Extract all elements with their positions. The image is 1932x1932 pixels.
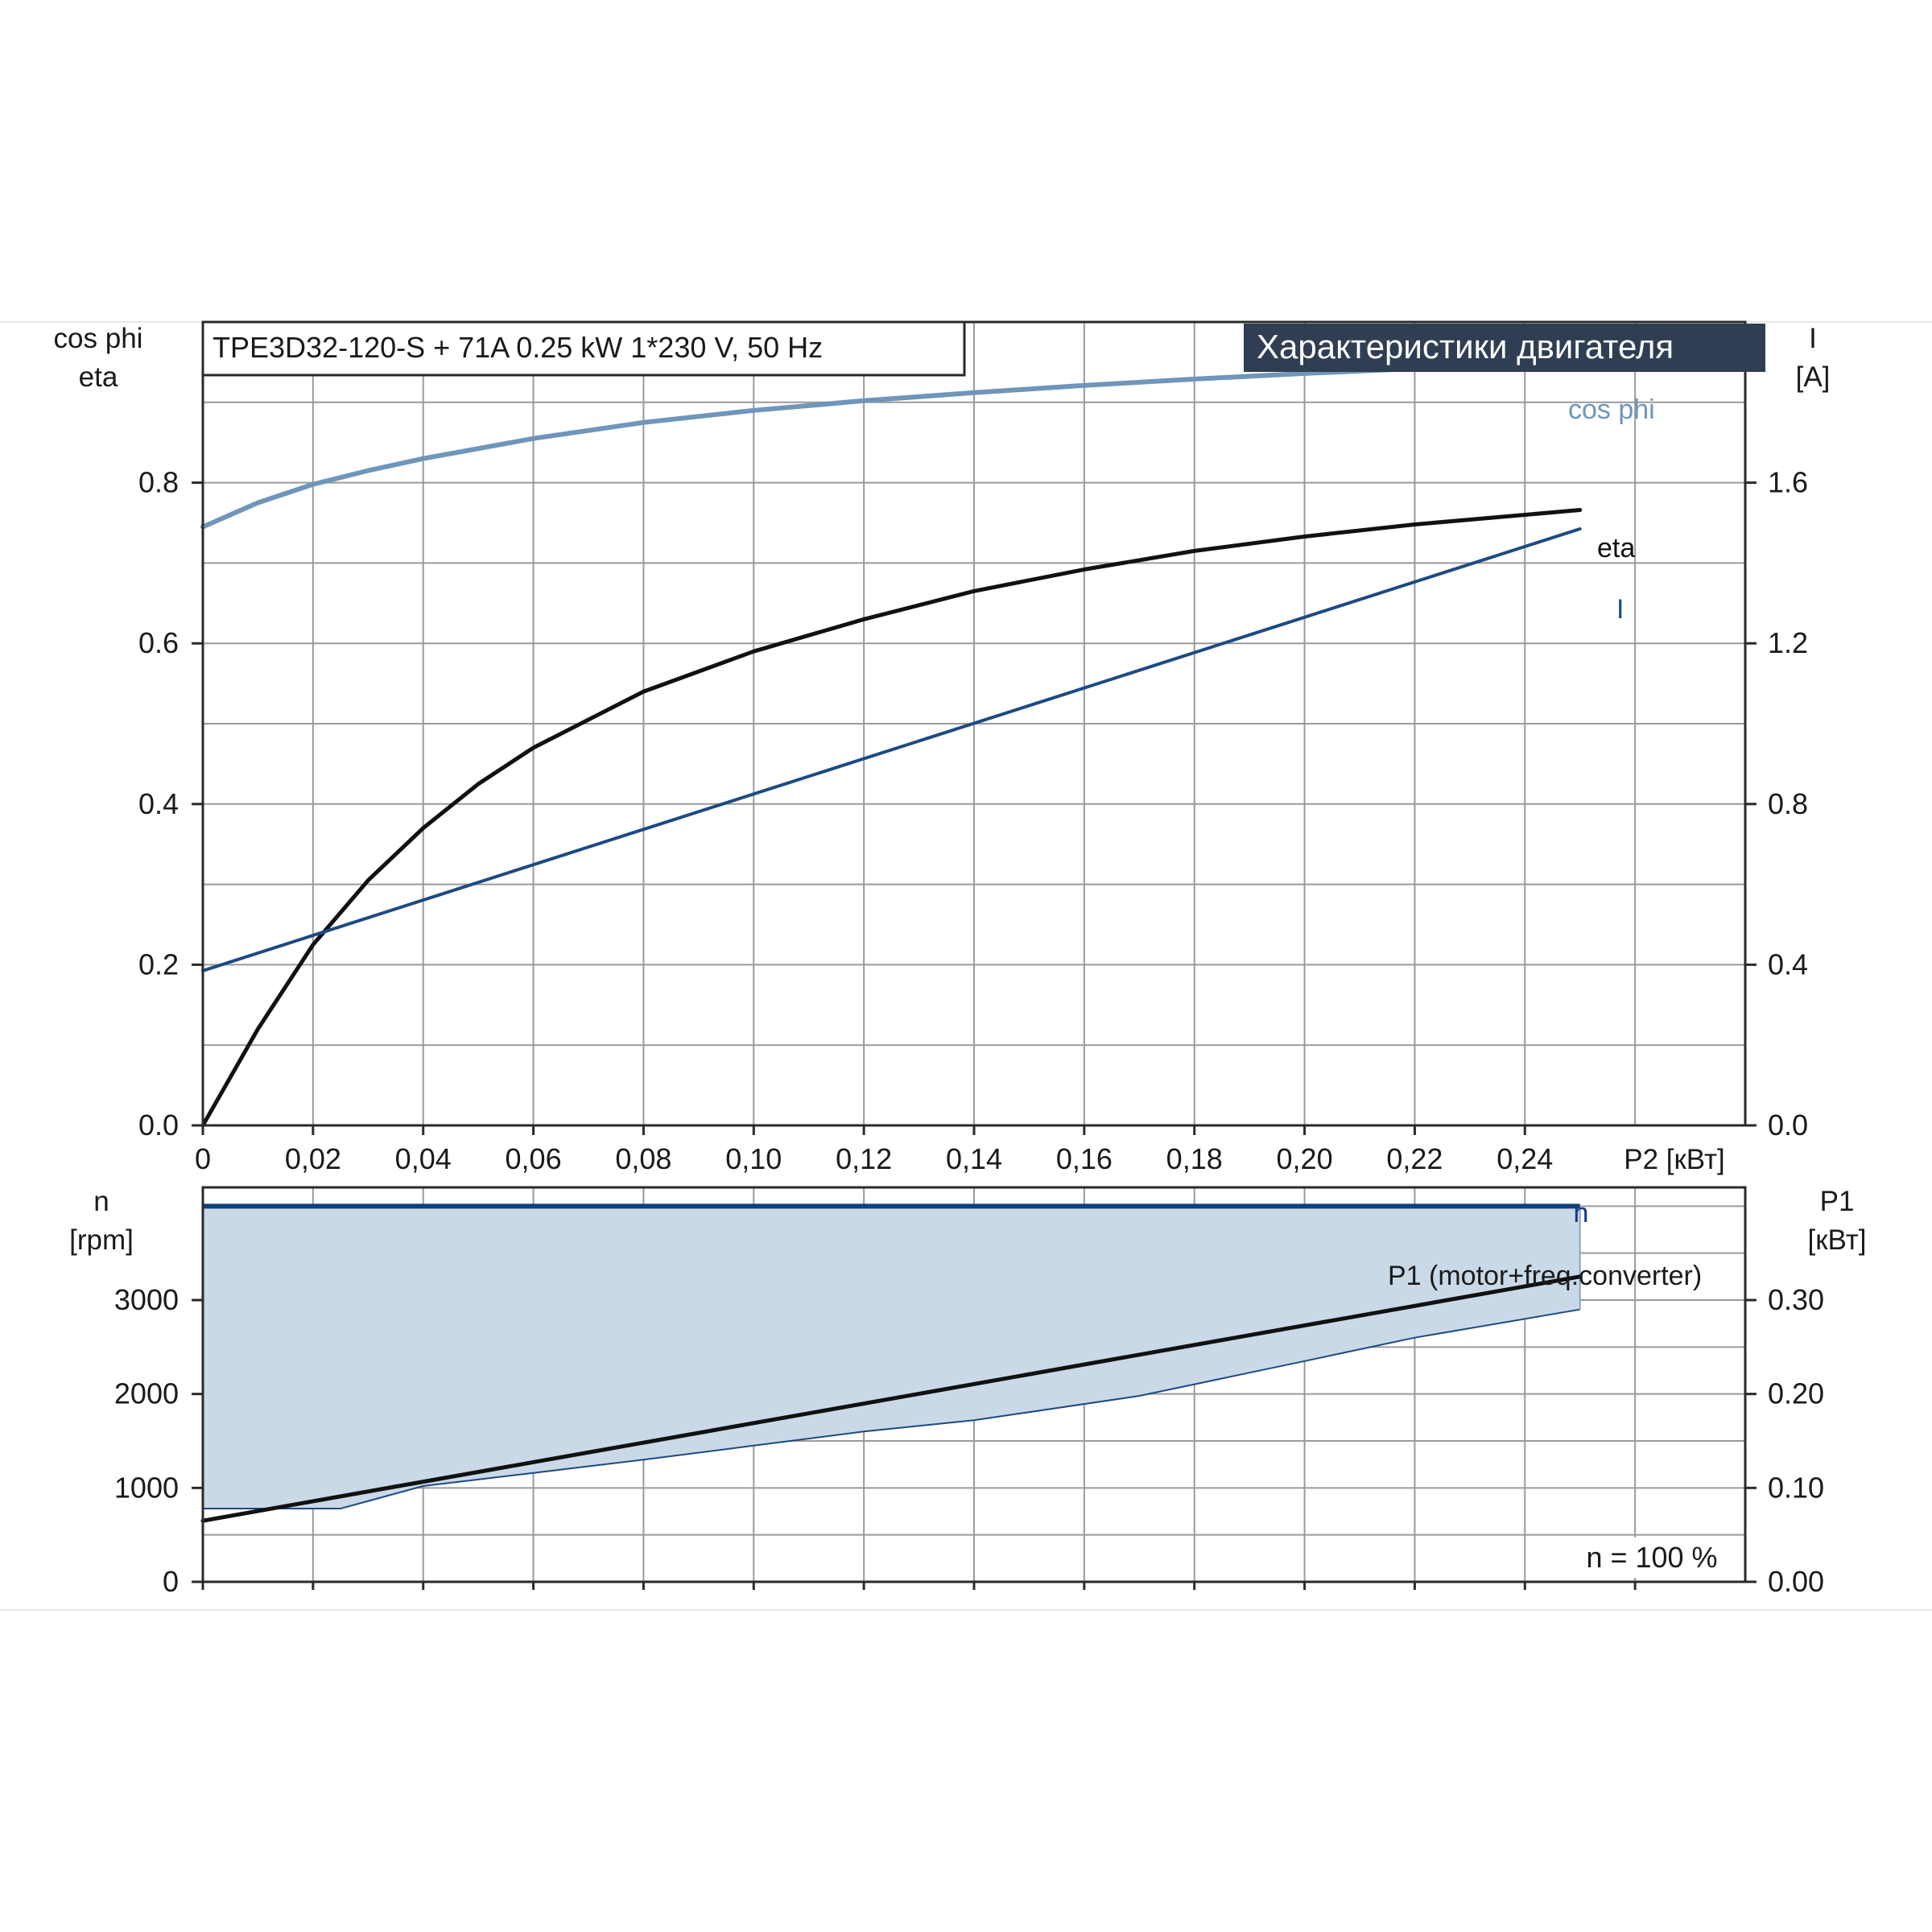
eta-curve [200,508,1583,1128]
p1-tick-label: 0.10 [1768,1471,1824,1504]
x-tick-label: 0,10 [725,1142,782,1175]
top-ticks: 0 0,02 0,04 0,06 0,08 0,10 0,12 0,14 0,16 0,18 0,2… [138,466,1808,1175]
n-tick-label: 3000 [114,1283,179,1316]
top-series [200,359,1583,1128]
bottom-ticks: 0 1000 2000 3000 0.00 0.10 0.20 0.30 [114,1283,1824,1598]
title-badge [1244,324,1765,372]
p1-line [200,1274,1583,1523]
x-tick-label: 0,08 [615,1142,671,1175]
y-left-label-line1: cos phi [54,323,143,354]
speed-note: n = 100 % [1586,1541,1717,1574]
x-tick-label: 0,02 [285,1142,341,1175]
p1-tick-label: 0.20 [1768,1377,1824,1410]
bottom-series [200,1203,1583,1523]
x-tick-label: 0,16 [1056,1142,1113,1175]
y-right-tick-label: 0.8 [1768,787,1808,820]
subtitle-box [201,320,966,377]
n-axis-label-line1: n [93,1186,109,1217]
x-tick-label: 0,20 [1277,1142,1333,1175]
chart-title: Характеристики двигателя [1257,328,1674,365]
current-series-label: I [1616,594,1624,625]
y-left-tick-label: 0.2 [138,947,179,980]
p1-axis-label-line2: [кВт] [1808,1224,1867,1256]
top-grid [203,322,1745,1125]
y-right-label-line1: I [1809,323,1817,354]
x-tick-label: 0,18 [1166,1142,1223,1175]
cosphi-series-label: cos phi [1568,394,1655,425]
chart-subtitle: TPE3D32-120-S + 71A 0.25 kW 1*230 V, 50 … [213,331,823,364]
y-right-tick-label: 0.4 [1768,947,1808,980]
operating-range-lower-edge [203,1308,1580,1509]
x-tick-label: 0,04 [395,1142,452,1175]
x-axis-label: P2 [кВт] [1624,1144,1725,1175]
y-left-tick-label: 0.0 [138,1108,179,1141]
y-right-label-line2: [A] [1796,361,1831,393]
y-left-label-line2: eta [79,361,118,393]
x-tick-label: 0,06 [506,1142,562,1175]
x-tick-label: 0 [195,1142,211,1175]
x-tick-label: 0,22 [1386,1142,1443,1175]
cosphi-curve [200,359,1583,530]
y-left-tick-label: 0.6 [138,626,179,659]
x-tick-label: 0,24 [1496,1142,1553,1175]
p1-series-label: P1 (motor+freq.converter) [1388,1261,1702,1291]
x-tick-label: 0,14 [946,1142,1002,1175]
p1-axis-label-line1: P1 [1820,1186,1855,1217]
bottom-plot: 0 1000 2000 3000 0.00 0.10 0.20 0.30 n [rpm] P1… [69,1186,1866,1598]
y-left-tick-label: 0.8 [138,466,179,499]
n-axis-label-line2: [rpm] [69,1224,134,1256]
top-plot: 0 0,02 0,04 0,06 0,08 0,10 0,12 0,14 0,16 0,18 0,2… [54,320,1831,1175]
p1-tick-label: 0.00 [1768,1565,1824,1598]
speed-note-box [1562,1538,1740,1578]
y-right-tick-label: 1.2 [1768,626,1808,659]
p1-tick-label: 0.30 [1768,1283,1824,1316]
y-right-tick-label: 0.0 [1768,1108,1808,1141]
n-tick-label: 0 [163,1565,179,1598]
y-right-tick-label: 1.6 [1768,466,1808,499]
current-curve [201,527,1582,972]
operating-range-area [203,1206,1580,1509]
n-tick-label: 2000 [114,1377,179,1410]
x-tick-label: 0,12 [836,1142,892,1175]
y-left-tick-label: 0.4 [138,787,179,820]
speed-series-label: n [1574,1198,1589,1228]
n-tick-label: 1000 [114,1471,179,1504]
eta-series-label: eta [1597,533,1635,564]
